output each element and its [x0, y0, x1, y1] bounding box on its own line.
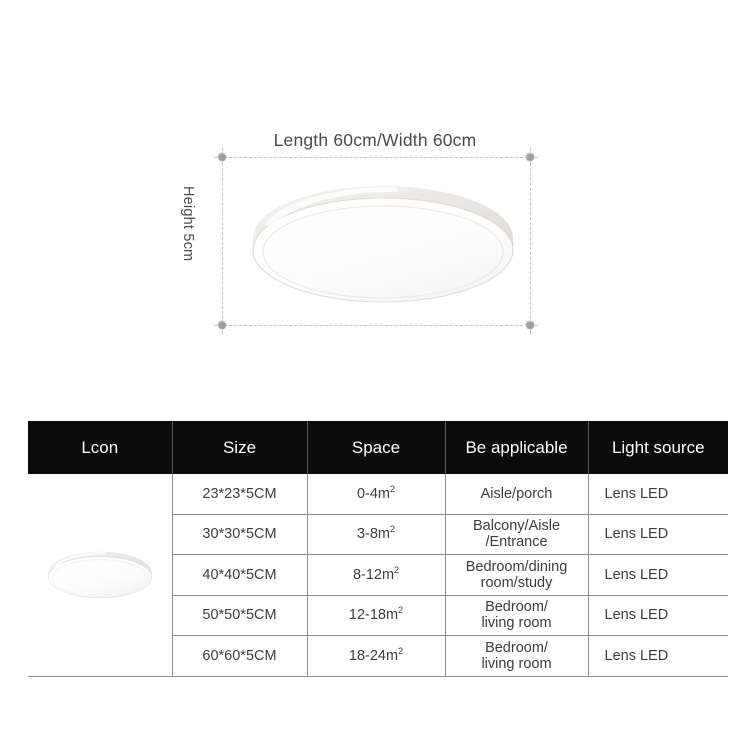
- cell-space-superscript: 2: [398, 605, 404, 616]
- cell-light-source: Lens LED: [588, 595, 728, 636]
- corner-marker-bottom-left: [217, 320, 227, 330]
- cell-size: 40*40*5CM: [172, 554, 308, 596]
- dimension-title: Length 60cm/Width 60cm: [273, 130, 477, 150]
- product-icon-cell: [28, 474, 173, 677]
- cell-applicable: Bedroom/dining room/study: [445, 554, 589, 596]
- cell-space-value: 8-12m: [352, 566, 395, 583]
- cell-applicable: Bedroom/ living room: [445, 595, 589, 636]
- cell-space-value: 0-4m: [356, 485, 391, 502]
- guide-line-top: [214, 157, 538, 158]
- table-header-row: Lcon Size Space Be applicable Light sour…: [28, 421, 728, 474]
- corner-marker-top-left: [217, 152, 227, 162]
- guide-line-right: [530, 148, 531, 334]
- cell-space: 0-4m2: [307, 474, 446, 515]
- column-header-space: Space: [307, 421, 446, 474]
- cell-applicable: Aisle/porch: [445, 474, 589, 515]
- corner-marker-top-right: [525, 152, 535, 162]
- height-label: Height 5cm: [180, 186, 196, 262]
- cell-space-superscript: 2: [394, 564, 400, 575]
- cell-size: 50*50*5CM: [172, 595, 308, 636]
- guide-line-bottom: [214, 325, 538, 326]
- cell-light-source: Lens LED: [588, 554, 728, 596]
- column-header-applicable: Be applicable: [445, 421, 589, 474]
- cell-space-superscript: 2: [398, 645, 404, 656]
- cell-space-value: 12-18m: [348, 607, 399, 624]
- ceiling-lamp-icon: [47, 551, 152, 598]
- cell-space: 3-8m2: [307, 514, 446, 555]
- cell-applicable: Bedroom/ living room: [445, 635, 589, 677]
- column-header-light-source: Light source: [588, 421, 728, 474]
- cell-light-source: Lens LED: [588, 474, 728, 515]
- specification-table: Lcon Size Space Be applicable Light sour…: [28, 421, 728, 677]
- dimension-diagram: Length 60cm/Width 60cm Height 5cm: [0, 0, 750, 410]
- cell-size: 23*23*5CM: [172, 474, 308, 515]
- table-row: 40*40*5CM 8-12m2 Bedroom/dining room/stu…: [28, 554, 728, 596]
- cell-space-value: 3-8m: [356, 526, 391, 543]
- ceiling-lamp-illustration: [252, 186, 514, 303]
- product-image-large: [247, 172, 519, 317]
- table-row: 50*50*5CM 12-18m2 Bedroom/ living room L…: [28, 595, 728, 636]
- cell-light-source: Lens LED: [588, 635, 728, 677]
- cell-size: 30*30*5CM: [172, 514, 308, 555]
- cell-space-superscript: 2: [390, 524, 396, 535]
- cell-space: 12-18m2: [307, 595, 446, 636]
- cell-light-source: Lens LED: [588, 514, 728, 555]
- cell-space: 18-24m2: [307, 635, 446, 677]
- cell-space: 8-12m2: [307, 554, 446, 596]
- cell-space-value: 18-24m: [348, 647, 399, 664]
- product-image-small: [46, 546, 154, 604]
- cell-applicable: Balcony/Aisle /Entrance: [445, 514, 589, 555]
- table-row: 30*30*5CM 3-8m2 Balcony/Aisle /Entrance …: [28, 514, 728, 555]
- column-header-icon: Lcon: [28, 421, 173, 474]
- cell-size: 60*60*5CM: [172, 635, 308, 677]
- table-row: 60*60*5CM 18-24m2 Bedroom/ living room L…: [28, 635, 728, 677]
- column-header-size: Size: [172, 421, 308, 474]
- table-row: 23*23*5CM 0-4m2 Aisle/porch Lens LED: [28, 474, 728, 677]
- guide-line-left: [222, 148, 223, 334]
- cell-space-superscript: 2: [390, 483, 396, 494]
- corner-marker-bottom-right: [525, 320, 535, 330]
